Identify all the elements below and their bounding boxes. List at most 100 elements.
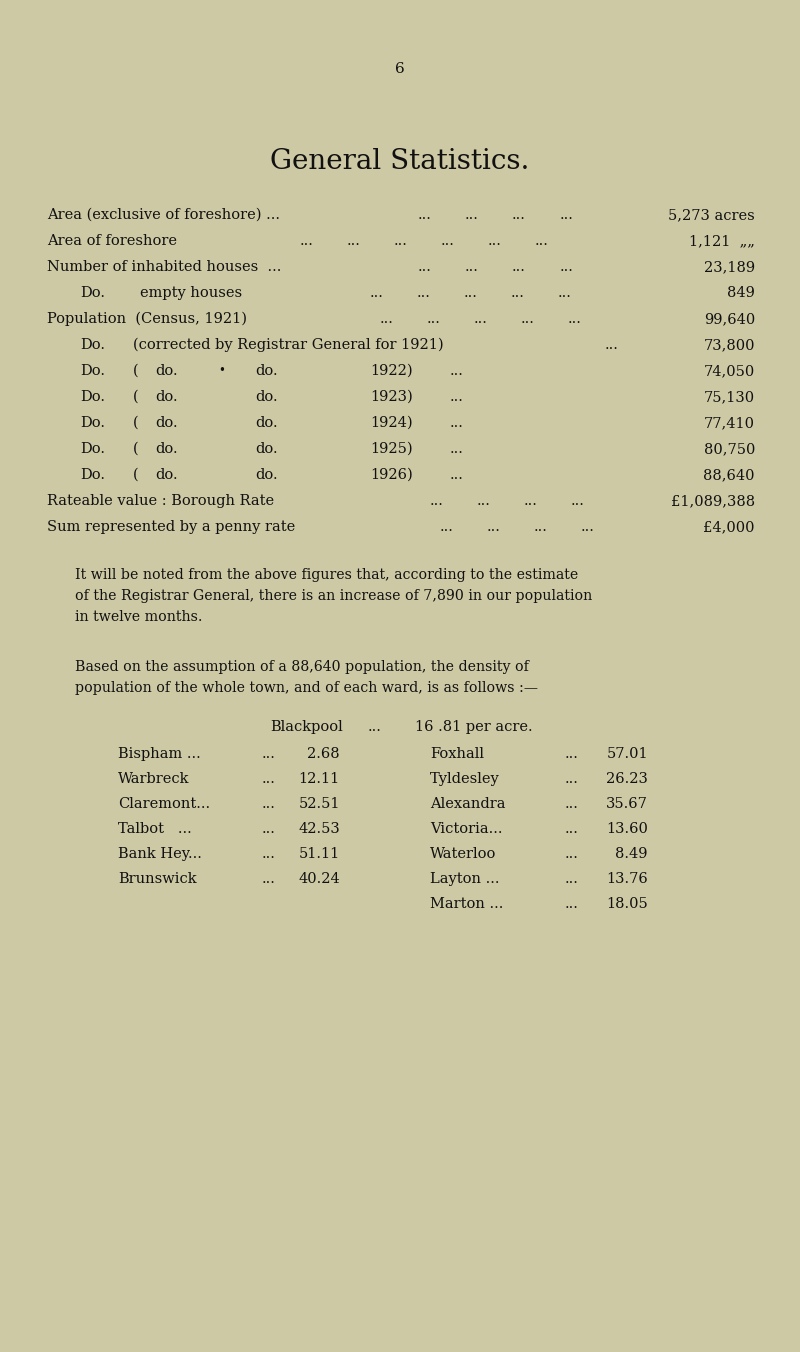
Text: £4,000: £4,000 bbox=[703, 521, 755, 534]
Text: ...: ... bbox=[535, 234, 549, 247]
Text: General Statistics.: General Statistics. bbox=[270, 147, 530, 174]
Text: ...: ... bbox=[450, 442, 464, 456]
Text: 12.11: 12.11 bbox=[298, 772, 340, 786]
Text: ...: ... bbox=[418, 208, 432, 222]
Text: do.: do. bbox=[255, 389, 278, 404]
Text: ...: ... bbox=[560, 208, 574, 222]
Text: 74,050: 74,050 bbox=[704, 364, 755, 379]
Text: 16 .81 per acre.: 16 .81 per acre. bbox=[415, 721, 533, 734]
Text: 77,410: 77,410 bbox=[704, 416, 755, 430]
Text: ...: ... bbox=[565, 748, 579, 761]
Text: ...: ... bbox=[450, 389, 464, 404]
Text: 26.23: 26.23 bbox=[606, 772, 648, 786]
Text: ...: ... bbox=[262, 772, 276, 786]
Text: Population  (Census, 1921): Population (Census, 1921) bbox=[47, 312, 247, 326]
Text: 51.11: 51.11 bbox=[298, 846, 340, 861]
Text: do.: do. bbox=[155, 416, 178, 430]
Text: 18.05: 18.05 bbox=[606, 896, 648, 911]
Text: (: ( bbox=[133, 468, 138, 483]
Text: Layton ...: Layton ... bbox=[430, 872, 499, 886]
Text: Area of foreshore: Area of foreshore bbox=[47, 234, 177, 247]
Text: 42.53: 42.53 bbox=[298, 822, 340, 836]
Text: ...: ... bbox=[581, 521, 595, 534]
Text: (corrected by Registrar General for 1921): (corrected by Registrar General for 1921… bbox=[133, 338, 444, 353]
Text: 35.67: 35.67 bbox=[606, 796, 648, 811]
Text: 1925): 1925) bbox=[370, 442, 413, 456]
Text: ...: ... bbox=[262, 748, 276, 761]
Text: ...: ... bbox=[487, 521, 501, 534]
Text: do.: do. bbox=[155, 468, 178, 483]
Text: Foxhall: Foxhall bbox=[430, 748, 484, 761]
Text: Sum represented by a penny rate: Sum represented by a penny rate bbox=[47, 521, 295, 534]
Text: do.: do. bbox=[255, 364, 278, 379]
Text: Claremont...: Claremont... bbox=[118, 796, 210, 811]
Text: ...: ... bbox=[262, 822, 276, 836]
Text: ...: ... bbox=[450, 468, 464, 483]
Text: 40.24: 40.24 bbox=[298, 872, 340, 886]
Text: 13.76: 13.76 bbox=[606, 872, 648, 886]
Text: Bank Hey...: Bank Hey... bbox=[118, 846, 202, 861]
Text: ...: ... bbox=[347, 234, 361, 247]
Text: ...: ... bbox=[380, 312, 394, 326]
Text: ...: ... bbox=[511, 287, 525, 300]
Text: ...: ... bbox=[565, 772, 579, 786]
Text: 23,189: 23,189 bbox=[704, 260, 755, 274]
Text: Do.: Do. bbox=[80, 364, 105, 379]
Text: 1923): 1923) bbox=[370, 389, 413, 404]
Text: 8.49: 8.49 bbox=[615, 846, 648, 861]
Text: ...: ... bbox=[565, 872, 579, 886]
Text: Marton ...: Marton ... bbox=[430, 896, 503, 911]
Text: do.: do. bbox=[155, 364, 178, 379]
Text: Do.: Do. bbox=[80, 287, 105, 300]
Text: ...: ... bbox=[262, 872, 276, 886]
Text: 1922): 1922) bbox=[370, 364, 413, 379]
Text: ...: ... bbox=[441, 234, 455, 247]
Text: It will be noted from the above figures that, according to the estimate
of the R: It will be noted from the above figures … bbox=[75, 568, 592, 625]
Text: do.: do. bbox=[255, 442, 278, 456]
Text: ...: ... bbox=[477, 493, 491, 508]
Text: (: ( bbox=[133, 364, 138, 379]
Text: ...: ... bbox=[565, 846, 579, 861]
Text: ...: ... bbox=[488, 234, 502, 247]
Text: •: • bbox=[218, 364, 225, 377]
Text: Brunswick: Brunswick bbox=[118, 872, 197, 886]
Text: Do.: Do. bbox=[80, 338, 105, 352]
Text: ...: ... bbox=[370, 287, 384, 300]
Text: ...: ... bbox=[300, 234, 314, 247]
Text: ...: ... bbox=[512, 208, 526, 222]
Text: do.: do. bbox=[255, 416, 278, 430]
Text: ...: ... bbox=[512, 260, 526, 274]
Text: ...: ... bbox=[368, 721, 382, 734]
Text: ...: ... bbox=[427, 312, 441, 326]
Text: do.: do. bbox=[255, 468, 278, 483]
Text: 1926): 1926) bbox=[370, 468, 413, 483]
Text: 52.51: 52.51 bbox=[298, 796, 340, 811]
Text: ...: ... bbox=[464, 287, 478, 300]
Text: ...: ... bbox=[568, 312, 582, 326]
Text: ...: ... bbox=[430, 493, 444, 508]
Text: Alexandra: Alexandra bbox=[430, 796, 506, 811]
Text: ...: ... bbox=[521, 312, 535, 326]
Text: 6: 6 bbox=[395, 62, 405, 76]
Text: ...: ... bbox=[465, 208, 479, 222]
Text: ...: ... bbox=[262, 796, 276, 811]
Text: Do.: Do. bbox=[80, 389, 105, 404]
Text: Victoria...: Victoria... bbox=[430, 822, 502, 836]
Text: do.: do. bbox=[155, 389, 178, 404]
Text: ...: ... bbox=[394, 234, 408, 247]
Text: ...: ... bbox=[440, 521, 454, 534]
Text: ...: ... bbox=[474, 312, 488, 326]
Text: £1,089,388: £1,089,388 bbox=[671, 493, 755, 508]
Text: Tyldesley: Tyldesley bbox=[430, 772, 500, 786]
Text: 57.01: 57.01 bbox=[606, 748, 648, 761]
Text: empty houses: empty houses bbox=[140, 287, 242, 300]
Text: ...: ... bbox=[262, 846, 276, 861]
Text: ...: ... bbox=[560, 260, 574, 274]
Text: do.: do. bbox=[155, 442, 178, 456]
Text: Do.: Do. bbox=[80, 468, 105, 483]
Text: 1924): 1924) bbox=[370, 416, 413, 430]
Text: 1,121  „„: 1,121 „„ bbox=[689, 234, 755, 247]
Text: 5,273 acres: 5,273 acres bbox=[668, 208, 755, 222]
Text: 73,800: 73,800 bbox=[703, 338, 755, 352]
Text: 849: 849 bbox=[727, 287, 755, 300]
